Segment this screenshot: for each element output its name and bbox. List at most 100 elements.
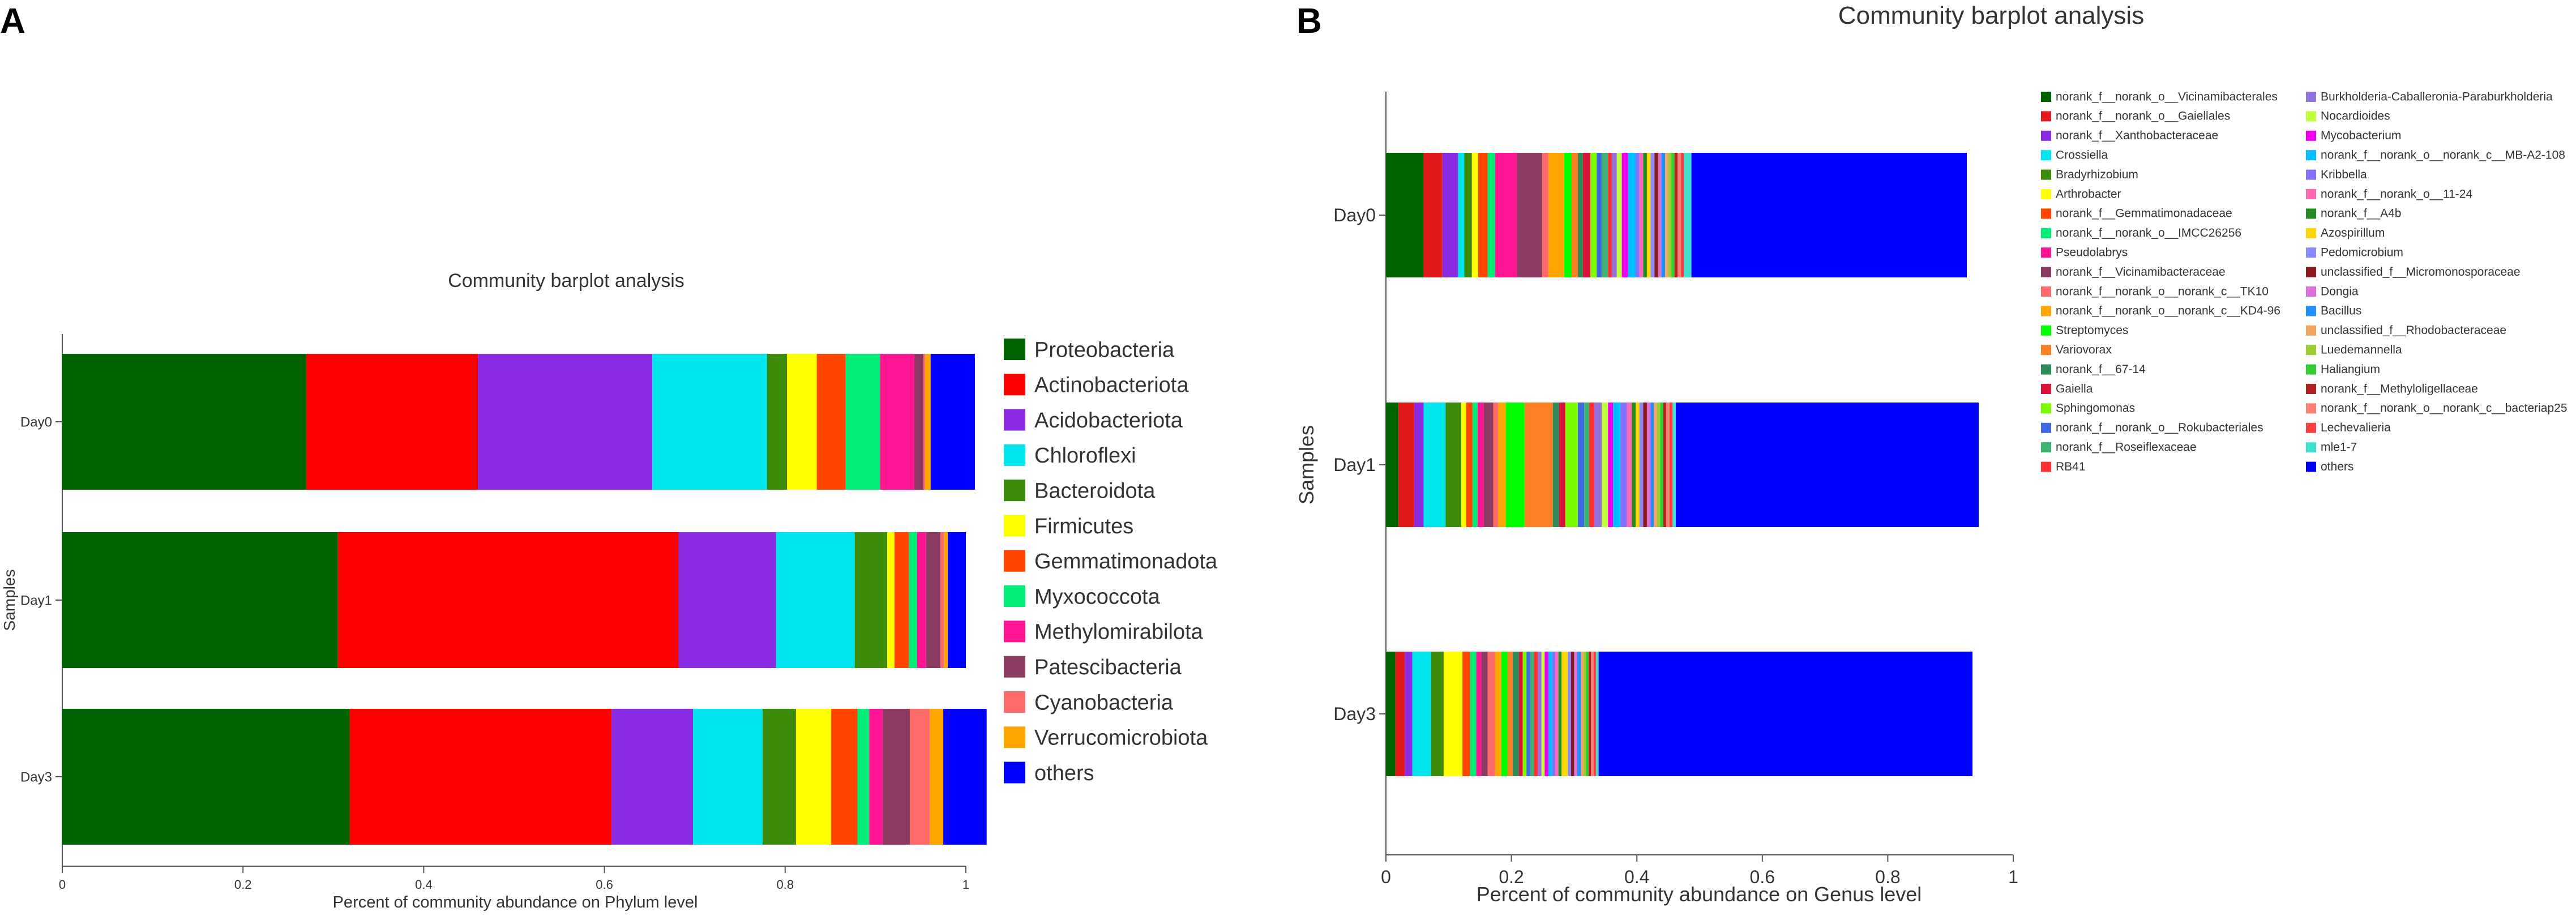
bar-segment-genus-day1-26 bbox=[1632, 403, 1636, 527]
category-label-genus: Day0 bbox=[1333, 205, 1376, 225]
bar-segment-genus-day3-5 bbox=[1443, 652, 1463, 776]
bar-segment-genus-day1-24 bbox=[1620, 403, 1627, 527]
legend-swatch-phylum-7 bbox=[1004, 585, 1025, 607]
bar-segment-genus-day1-30 bbox=[1646, 403, 1651, 527]
legend-swatch-genus-36 bbox=[2306, 403, 2316, 414]
legend-swatch-genus-30 bbox=[2306, 286, 2316, 297]
x-axis-label-phylum: Percent of community abundance on Phylum… bbox=[333, 893, 698, 911]
bar-segment-genus-day3-38 bbox=[1596, 652, 1599, 776]
bar-segment-genus-day3-2 bbox=[1405, 652, 1413, 776]
legend-swatch-genus-8 bbox=[2041, 247, 2051, 258]
bar-segment-genus-day0-22 bbox=[1621, 153, 1628, 277]
bar-segment-genus-day3-30 bbox=[1574, 652, 1577, 776]
legend-label-phylum-6: Gemmatimonadota bbox=[1034, 550, 1218, 573]
legend-label-genus-30: Dongia bbox=[2321, 285, 2359, 298]
legend-swatch-genus-5 bbox=[2041, 189, 2051, 199]
legend-label-genus-36: norank_f__norank_o__norank_c__bacteriap2… bbox=[2321, 402, 2568, 415]
legend-swatch-phylum-3 bbox=[1004, 444, 1025, 466]
bar-segment-phylum-day0-1 bbox=[306, 354, 478, 490]
chart-panel-genus: Community barplot analysis 0 0.2 0.4 0.6 0.8 1… bbox=[1295, 2, 2568, 906]
legend-label-phylum-4: Bacteroidota bbox=[1034, 480, 1156, 503]
legend-swatch-genus-14 bbox=[2041, 364, 2051, 375]
bar-segment-phylum-day1-8 bbox=[917, 532, 926, 668]
legend-swatch-phylum-8 bbox=[1004, 620, 1025, 643]
bar-segment-genus-day0-25 bbox=[1639, 153, 1644, 277]
legend-swatch-genus-26 bbox=[2306, 208, 2316, 219]
bar-segment-genus-day0-0 bbox=[1386, 153, 1424, 277]
bar-segment-genus-day3-31 bbox=[1577, 652, 1581, 776]
bar-segment-genus-day1-37 bbox=[1669, 403, 1673, 527]
bar-segment-genus-day1-25 bbox=[1627, 403, 1632, 527]
legend-label-genus-39: others bbox=[2321, 460, 2354, 473]
legend-label-genus-2: norank_f__Xanthobacteraceae bbox=[2056, 129, 2218, 142]
bar-segment-genus-day3-22 bbox=[1544, 652, 1548, 776]
bar-segment-phylum-day3-1 bbox=[349, 709, 612, 845]
bar-segment-genus-day0-21 bbox=[1616, 153, 1622, 277]
bar-segment-genus-day3-39 bbox=[1598, 652, 1972, 776]
legend-swatch-genus-29 bbox=[2306, 267, 2316, 277]
bar-segment-phylum-day3-3 bbox=[693, 709, 763, 845]
bar-segment-genus-day3-6 bbox=[1462, 652, 1470, 776]
legend-label-genus-17: norank_f__norank_o__Rokubacteriales bbox=[2056, 421, 2263, 434]
legend-label-genus-7: norank_f__norank_o__IMCC26256 bbox=[2056, 226, 2241, 239]
bar-segment-genus-day1-39 bbox=[1675, 403, 1979, 527]
legend-label-genus-13: Variovorax bbox=[2056, 344, 2112, 357]
legend-label-genus-34: Haliangium bbox=[2321, 363, 2380, 376]
legend-swatch-genus-12 bbox=[2041, 325, 2051, 336]
bar-segment-genus-day3-9 bbox=[1481, 652, 1488, 776]
category-label-genus: Day3 bbox=[1333, 704, 1376, 724]
legend-swatch-phylum-0 bbox=[1004, 339, 1025, 360]
legend-swatch-genus-34 bbox=[2306, 364, 2316, 375]
bar-segment-genus-day3-17 bbox=[1526, 652, 1530, 776]
bar-segment-genus-day0-31 bbox=[1661, 153, 1666, 277]
x-tick-label-genus: 0.2 bbox=[1499, 867, 1524, 887]
legend-swatch-genus-37 bbox=[2306, 422, 2316, 433]
legend-swatch-genus-31 bbox=[2306, 306, 2316, 316]
panel-label-b: B bbox=[1296, 2, 1322, 41]
bar-segment-phylum-day0-4 bbox=[767, 354, 787, 490]
legend-swatch-genus-32 bbox=[2306, 325, 2316, 336]
bar-segment-genus-day3-15 bbox=[1518, 652, 1523, 776]
bar-segment-phylum-day3-5 bbox=[795, 709, 832, 845]
bar-segment-genus-day0-34 bbox=[1671, 153, 1675, 277]
legend-label-genus-35: norank_f__Methyloligellaceae bbox=[2321, 382, 2478, 395]
bar-segment-genus-day0-35 bbox=[1674, 153, 1678, 277]
bar-segment-genus-day1-12 bbox=[1505, 403, 1525, 527]
bar-segment-phylum-day3-6 bbox=[831, 709, 858, 845]
legend-swatch-phylum-10 bbox=[1004, 691, 1025, 713]
legend-label-genus-37: Lechevalieria bbox=[2321, 421, 2391, 434]
x-tick-label-genus: 0.6 bbox=[1750, 867, 1775, 887]
bar-segment-genus-day1-19 bbox=[1589, 403, 1594, 527]
x-tick-label-genus: 0.8 bbox=[1875, 867, 1900, 887]
legend-swatch-genus-19 bbox=[2041, 461, 2051, 472]
bar-segment-genus-day0-9 bbox=[1517, 153, 1542, 277]
bar-segment-phylum-day1-11 bbox=[944, 532, 948, 668]
bar-segment-genus-day1-0 bbox=[1386, 403, 1399, 527]
bar-segment-genus-day0-17 bbox=[1597, 153, 1602, 277]
legend-label-phylum-2: Acidobacteriota bbox=[1034, 409, 1183, 433]
bar-segment-genus-day3-0 bbox=[1386, 652, 1396, 776]
bar-segment-genus-day3-23 bbox=[1548, 652, 1552, 776]
legend-swatch-genus-6 bbox=[2041, 208, 2051, 219]
bar-segment-phylum-day3-12 bbox=[943, 709, 987, 845]
bar-segment-genus-day3-16 bbox=[1522, 652, 1527, 776]
x-tick-label-phylum: 0 bbox=[59, 878, 66, 892]
bar-segment-genus-day0-20 bbox=[1611, 153, 1617, 277]
bar-segment-phylum-day1-10 bbox=[940, 532, 944, 668]
bar-segment-genus-day1-22 bbox=[1608, 403, 1614, 527]
bar-segment-genus-day1-7 bbox=[1472, 403, 1478, 527]
bar-segment-genus-day1-1 bbox=[1398, 403, 1414, 527]
legend-label-genus-20: Burkholderia-Caballeronia-Paraburkholder… bbox=[2321, 90, 2553, 103]
legend-label-phylum-0: Proteobacteria bbox=[1034, 338, 1175, 362]
bar-segment-phylum-day0-0 bbox=[62, 354, 306, 490]
x-tick-label-phylum: 1 bbox=[962, 878, 969, 892]
legend-swatch-genus-0 bbox=[2041, 92, 2051, 102]
legend-swatch-genus-2 bbox=[2041, 130, 2051, 141]
bar-segment-genus-day1-2 bbox=[1414, 403, 1424, 527]
bar-segment-genus-day1-34 bbox=[1660, 403, 1663, 527]
legend-swatch-phylum-11 bbox=[1004, 726, 1025, 748]
x-tick-label-phylum: 0.8 bbox=[777, 878, 794, 892]
bar-segment-genus-day0-30 bbox=[1658, 153, 1662, 277]
legend-swatch-genus-17 bbox=[2041, 422, 2051, 433]
bar-segment-genus-day1-35 bbox=[1663, 403, 1667, 527]
